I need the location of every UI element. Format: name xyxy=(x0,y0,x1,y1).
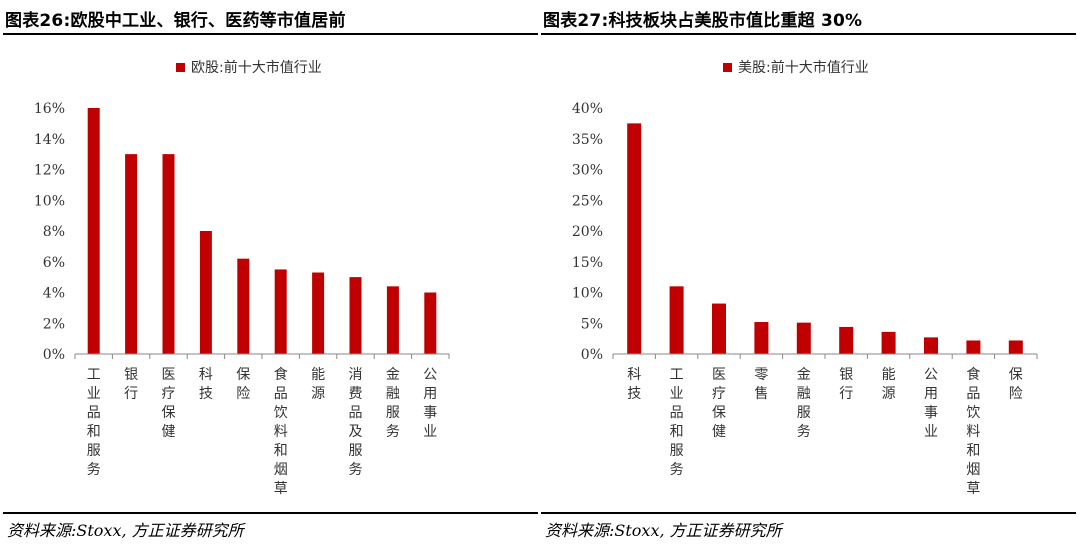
category-label: 科技 xyxy=(199,367,213,402)
y-tick-label: 0% xyxy=(581,347,603,363)
y-tick-label: 35% xyxy=(572,132,603,148)
bar xyxy=(839,326,854,354)
category-label: 银行 xyxy=(839,367,853,402)
category-label: 银行 xyxy=(124,367,138,402)
category-label: 公用事业 xyxy=(423,367,437,440)
y-tick-label: 16% xyxy=(34,101,65,117)
bar xyxy=(966,340,981,354)
category-label: 公用事业 xyxy=(924,367,938,440)
category-label: 医疗保健 xyxy=(712,367,726,440)
bar xyxy=(274,269,287,354)
category-label: 能源 xyxy=(882,367,896,402)
source-rule xyxy=(3,512,538,514)
source-note: 资料来源:Stoxx, 方正证券研究所 xyxy=(7,521,244,540)
y-tick-label: 25% xyxy=(572,193,603,209)
bar xyxy=(312,272,325,354)
figure-title: 图表26:欧股中工业、银行、医药等市值居前 xyxy=(5,11,346,31)
y-tick-label: 2% xyxy=(43,316,65,332)
category-label: 医疗保健 xyxy=(162,367,176,440)
category-label: 能源 xyxy=(311,367,325,402)
bar xyxy=(1008,340,1023,354)
y-tick-label: 40% xyxy=(572,101,603,117)
legend-swatch xyxy=(723,63,732,72)
category-label: 科技 xyxy=(627,367,641,402)
category-label: 零售 xyxy=(754,367,768,402)
category-label: 工业品和服务 xyxy=(670,367,684,478)
bar xyxy=(754,322,769,354)
y-tick-label: 10% xyxy=(34,193,65,209)
source-note: 资料来源:Stoxx, 方正证券研究所 xyxy=(545,521,782,540)
category-label: 食品饮料和烟草 xyxy=(274,366,288,497)
y-tick-label: 30% xyxy=(572,163,603,179)
bar xyxy=(349,277,362,354)
bar xyxy=(87,108,100,354)
bar xyxy=(924,337,938,354)
bar xyxy=(627,123,642,354)
y-tick-label: 8% xyxy=(43,224,65,240)
category-label: 保险 xyxy=(236,367,250,402)
figure-title: 图表27:科技板块占美股市值比重超 30% xyxy=(543,11,863,31)
category-label: 金融服务 xyxy=(797,367,811,440)
y-tick-label: 15% xyxy=(572,255,603,271)
bar xyxy=(237,258,250,354)
bar xyxy=(162,154,175,354)
legend-label: 美股:前十大市值行业 xyxy=(738,59,869,76)
y-tick-label: 12% xyxy=(34,163,65,179)
y-tick-label: 4% xyxy=(43,286,65,302)
y-tick-label: 0% xyxy=(43,347,65,363)
y-tick-label: 5% xyxy=(581,316,603,332)
chart-panel-europe: 图表26:欧股中工业、银行、医药等市值居前 欧股:前十大市值行业 0% 2% 4% 6%… xyxy=(3,0,538,550)
y-tick-label: 6% xyxy=(43,255,65,271)
bar xyxy=(669,286,684,354)
category-label: 金融服务 xyxy=(386,367,400,440)
source-rule xyxy=(541,512,1076,514)
bar xyxy=(199,231,212,354)
bar xyxy=(125,154,138,354)
category-label: 食品饮料和烟草 xyxy=(966,366,980,497)
category-label: 工业品和服务 xyxy=(87,367,101,478)
bar xyxy=(712,303,726,354)
title-rule xyxy=(541,33,1076,35)
category-label: 消费品及服务 xyxy=(349,367,363,478)
bar xyxy=(796,322,811,354)
bar-chart-europe: 欧股:前十大市值行业 0% 2% 4% 6% 8% 10% 12% 14% 16% 工业品和服务 银行… xyxy=(34,59,450,497)
title-rule xyxy=(3,33,538,35)
bar-chart-us: 美股:前十大市值行业 0% 5% 10% 15% 20% 25% 30% 35% 40% 科技 工业品… xyxy=(572,59,1038,497)
category-label: 保险 xyxy=(1009,367,1023,402)
y-tick-label: 14% xyxy=(34,132,65,148)
y-tick-label: 20% xyxy=(572,224,603,240)
bar xyxy=(386,286,399,354)
bar xyxy=(881,331,896,354)
y-tick-label: 10% xyxy=(572,286,603,302)
chart-panel-us: 图表27:科技板块占美股市值比重超 30% 美股:前十大市值行业 0% 5% 10% 1… xyxy=(541,0,1076,550)
legend-swatch xyxy=(176,63,185,72)
legend-label: 欧股:前十大市值行业 xyxy=(191,59,322,76)
bar xyxy=(424,292,437,354)
